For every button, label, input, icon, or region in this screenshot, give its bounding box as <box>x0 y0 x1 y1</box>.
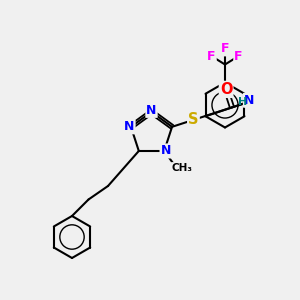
Text: N: N <box>146 104 157 117</box>
Text: CH₃: CH₃ <box>172 163 193 173</box>
Text: F: F <box>234 50 243 63</box>
Text: F: F <box>207 50 216 63</box>
Text: N: N <box>124 120 135 133</box>
Text: N: N <box>244 94 254 107</box>
Text: F: F <box>221 42 229 56</box>
Text: H: H <box>238 98 247 107</box>
Text: O: O <box>220 82 233 97</box>
Text: N: N <box>160 145 171 158</box>
Text: S: S <box>188 112 199 128</box>
